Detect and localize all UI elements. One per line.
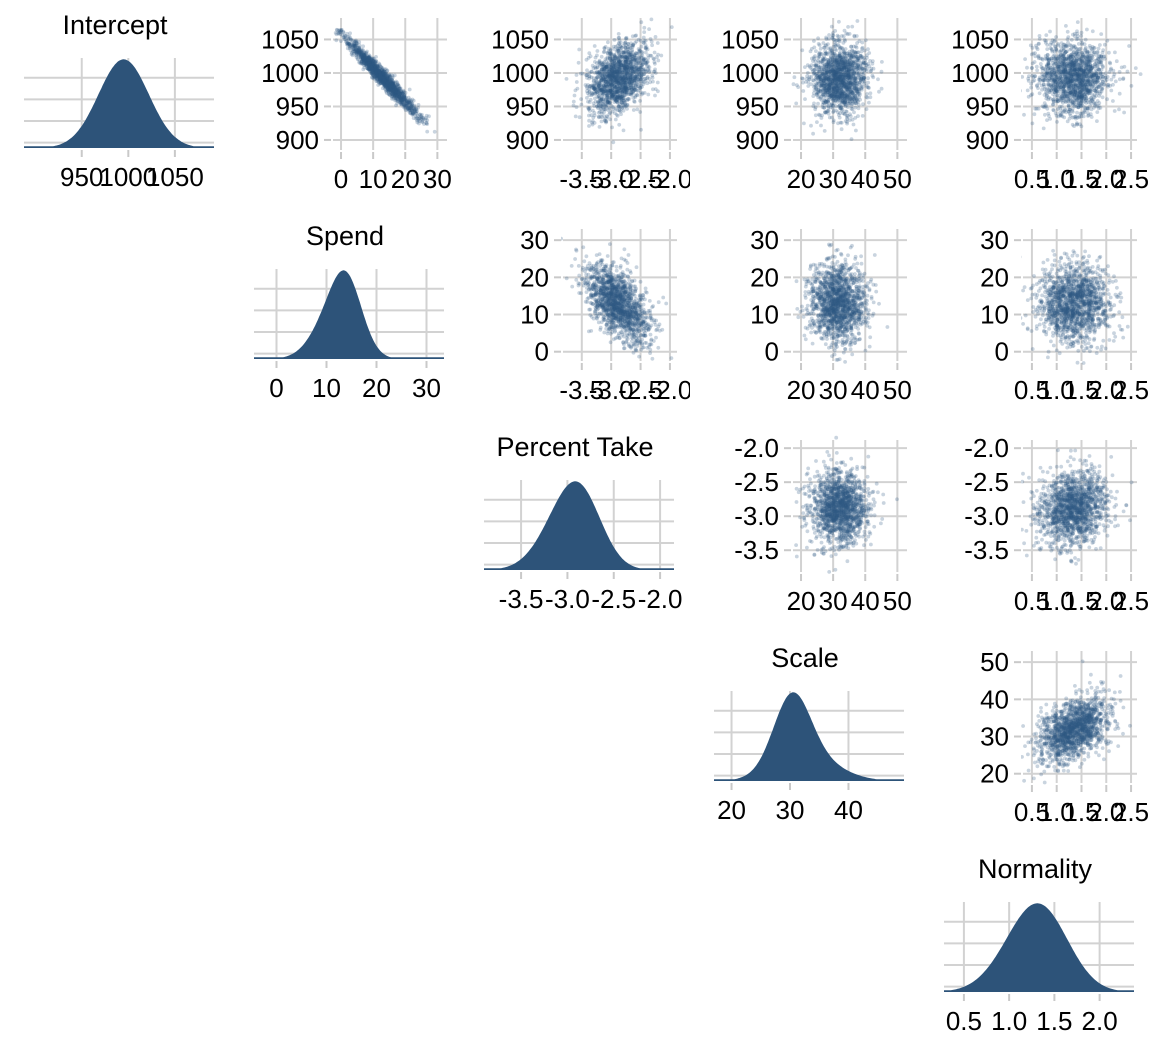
panel-title-spend: Spend (305, 221, 385, 251)
percent-take-vs-normality-scatter: 0.51.01.52.02.5-3.5-3.0-2.5-2.0 (964, 433, 1149, 616)
svg-text:1000: 1000 (951, 58, 1009, 88)
svg-text:30: 30 (819, 164, 848, 194)
svg-text:1000: 1000 (721, 58, 779, 88)
svg-text:20: 20 (391, 164, 420, 194)
panel-percent-take-vs-scale: 20 30 40 50 -3.5 -3.0 -2.5 -2.0 (690, 422, 920, 633)
svg-text:900: 900 (506, 125, 549, 155)
panel-spend-vs-percent-take: -3.5 -3.0 -2.5 -2.0 0 10 20 30 (460, 211, 690, 422)
svg-text:1000: 1000 (491, 58, 549, 88)
panel-percent-take-density: Percent Take -3.5 -3.0 -2.5 -2.0 (460, 422, 690, 633)
panel-scale-vs-normality: 0.5 1.0 1.5 2.0 2.5 20 30 40 50 (920, 633, 1150, 844)
svg-text:1050: 1050 (146, 162, 204, 192)
panel-spend-density: Spend 0 10 20 30 (230, 211, 460, 422)
panel-intercept-density: Intercept 950 1000 1050 (0, 0, 230, 211)
panel-percent-take-vs-normality: 0.5 1.0 1.5 2.0 2.5 -3.5 -3.0 -2.5 -2.0 (920, 422, 1150, 633)
normality-density-plot: 0.5 1.0 1.5 2.0 (944, 902, 1134, 1036)
svg-text:900: 900 (276, 125, 319, 155)
panel-intercept-vs-spend: 0 10 20 30 900 950 1000 1050 (230, 0, 460, 211)
panel-scale-density: Scale 20 30 40 (690, 633, 920, 844)
svg-text:1050: 1050 (261, 24, 319, 54)
svg-text:900: 900 (966, 125, 1009, 155)
panel-normality-density: Normality 0.5 1.0 1.5 2.0 (920, 844, 1150, 1055)
svg-text:30: 30 (423, 164, 452, 194)
panel-intercept-vs-scale: 20 30 40 50 900 950 1000 1050 (690, 0, 920, 211)
panel-intercept-vs-normality: 0.5 1.0 1.5 2.0 2.5 900 950 1000 1050 (920, 0, 1150, 211)
svg-text:950: 950 (736, 91, 779, 121)
svg-text:1050: 1050 (491, 24, 549, 54)
percent-take-density-plot: -3.5 -3.0 -2.5 -2.0 (484, 480, 683, 614)
svg-text:-2.0: -2.0 (648, 164, 690, 194)
svg-text:-3.0: -3.0 (589, 164, 634, 194)
spend-density-plot: 0 10 20 30 (254, 269, 444, 403)
scale-density-plot: 20 30 40 (714, 691, 904, 825)
panel-title-normality: Normality (977, 854, 1092, 884)
svg-text:50: 50 (883, 164, 912, 194)
svg-text:950: 950 (966, 91, 1009, 121)
svg-text:1000: 1000 (99, 162, 157, 192)
svg-text:40: 40 (851, 164, 880, 194)
panel-title-scale: Scale (771, 643, 839, 673)
panel-spend-vs-normality: 0.5 1.0 1.5 2.0 2.5 0 10 20 30 (920, 211, 1150, 422)
svg-text:1050: 1050 (951, 24, 1009, 54)
panel-title-percent-take: Percent Take (496, 432, 654, 462)
svg-text:-3.5: -3.5 (559, 164, 604, 194)
panel-title-intercept: Intercept (62, 10, 168, 40)
percent-take-vs-scale-scatter: 20 30 40 50-3.5-3.0-2.5-2.0 (734, 433, 912, 616)
svg-text:10: 10 (359, 164, 388, 194)
svg-text:1000: 1000 (261, 58, 319, 88)
svg-text:950: 950 (506, 91, 549, 121)
svg-text:0: 0 (334, 164, 348, 194)
panel-spend-vs-scale: 20 30 40 50 0 10 20 30 (690, 211, 920, 422)
svg-text:20: 20 (787, 164, 816, 194)
panel-intercept-vs-percent-take: -3.5 -3.0 -2.5 -2.0 900 950 1000 1050 (460, 0, 690, 211)
svg-text:2.5: 2.5 (1113, 164, 1149, 194)
svg-text:950: 950 (60, 162, 103, 192)
svg-text:950: 950 (276, 91, 319, 121)
svg-text:900: 900 (736, 125, 779, 155)
svg-text:-2.5: -2.5 (618, 164, 663, 194)
svg-text:1050: 1050 (721, 24, 779, 54)
